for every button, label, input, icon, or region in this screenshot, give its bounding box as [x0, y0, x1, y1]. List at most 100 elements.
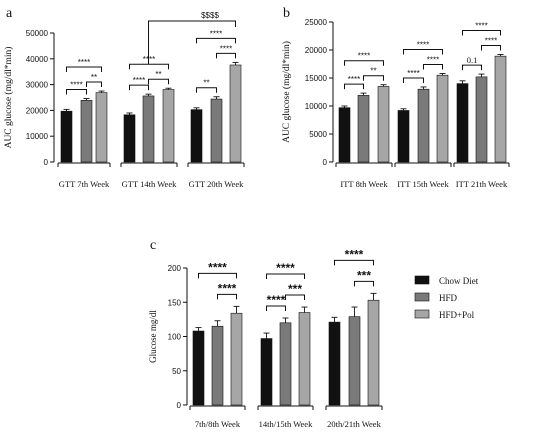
panel-label-c: c — [150, 238, 156, 253]
panel-label-a: a — [6, 6, 13, 21]
y-tick-label: 40000 — [26, 55, 49, 64]
bar — [230, 312, 243, 406]
bar — [475, 76, 488, 163]
x-category-label: ITT 15th Week — [397, 179, 449, 189]
y-tick-label: 20000 — [305, 46, 328, 55]
legend-swatch — [414, 275, 430, 285]
bar — [95, 92, 108, 163]
chart-panel-b: 0 5000 10000 15000 20000 25000 AUC glucose (mg… — [281, 18, 510, 189]
significance-label: *** — [288, 282, 302, 296]
bar — [397, 110, 410, 163]
bar — [298, 312, 311, 406]
bar — [162, 89, 175, 163]
significance-label: *** — [357, 268, 371, 282]
significance-bracket — [198, 272, 237, 279]
bar — [123, 114, 136, 163]
significance-bracket — [129, 63, 169, 70]
significance-bracket — [266, 305, 286, 312]
significance-bracket — [462, 29, 501, 36]
bar — [192, 330, 205, 406]
bar — [210, 98, 223, 163]
legend-label: HFD — [439, 293, 458, 303]
x-category-label: 14th/15th Week — [259, 419, 313, 429]
y-tick-label: 10000 — [305, 102, 328, 111]
y-tick-label: 0 — [323, 158, 328, 167]
significance-label: **** — [407, 69, 419, 78]
bar — [494, 55, 507, 163]
significance-label: **** — [70, 81, 82, 90]
legend-swatch — [414, 309, 430, 319]
significance-bracket — [66, 66, 102, 73]
y-tick-label: 25000 — [305, 18, 328, 27]
y-tick-label: 100 — [168, 333, 182, 342]
significance-bracket — [344, 83, 364, 90]
bar — [142, 95, 155, 163]
x-category-label: ITT 8th Week — [340, 179, 388, 189]
y-axis-title: AUC glucose (mg/dl*min) — [3, 47, 14, 149]
significance-bracket — [216, 52, 236, 59]
y-tick-label: 0 — [177, 401, 182, 410]
significance-label: **** — [276, 261, 295, 275]
significance-label: **** — [210, 29, 222, 38]
panel-label-b: b — [283, 6, 290, 21]
significance-bracket — [196, 87, 217, 93]
y-tick-label: 5000 — [309, 130, 327, 139]
significance-bracket — [129, 84, 149, 91]
significance-bracket — [423, 64, 443, 70]
significance-label: **** — [220, 44, 232, 53]
y-tick-label: 0 — [44, 158, 49, 167]
significance-label: **** — [345, 247, 364, 261]
y-axis-title: AUC glucose (mg/dl*min) — [281, 41, 292, 143]
legend: Chow Diet HFD HFD+Pol — [414, 275, 479, 320]
significance-bracket — [363, 75, 384, 81]
significance-label: **** — [427, 56, 439, 65]
bar — [260, 338, 273, 406]
significance-bracket — [196, 37, 236, 44]
bar — [417, 88, 430, 163]
bar — [190, 109, 203, 163]
significance-label: ** — [155, 70, 161, 79]
y-axis-title: Glucose mg/dl — [148, 310, 158, 363]
y-tick-label: 150 — [168, 298, 182, 307]
bar — [211, 325, 224, 406]
y-tick-label: 10000 — [26, 132, 49, 141]
significance-bracket — [66, 89, 87, 95]
bar — [60, 110, 73, 163]
significance-label: **** — [78, 58, 90, 67]
y-tick-label: 200 — [168, 264, 182, 273]
bar — [279, 322, 292, 406]
y-tick-label: 15000 — [305, 74, 328, 83]
significance-bracket — [266, 273, 305, 280]
cross-group-bracket — [148, 20, 236, 65]
significance-bracket — [354, 280, 374, 287]
y-tick-label: 20000 — [26, 106, 49, 115]
x-category-label: GTT 20th Week — [189, 179, 244, 189]
bar — [338, 107, 351, 163]
legend-label: HFD+Pol — [439, 310, 475, 320]
cross-group-label: $$$$ — [201, 11, 219, 20]
bar — [436, 74, 449, 163]
legend-label: Chow Diet — [439, 276, 479, 286]
bar — [229, 64, 242, 163]
significance-bracket — [344, 60, 384, 66]
significance-bracket — [403, 49, 443, 55]
x-category-label: ITT 21th Week — [456, 179, 508, 189]
significance-bracket — [148, 78, 169, 85]
legend-swatch — [414, 292, 430, 302]
significance-label: **** — [133, 76, 145, 85]
bar — [377, 86, 390, 163]
significance-label: 0.1 — [467, 55, 478, 65]
y-tick-label: 50 — [172, 367, 181, 376]
significance-label: ** — [370, 67, 376, 76]
significance-label: **** — [208, 260, 227, 274]
bar — [357, 95, 370, 163]
x-category-label: GTT 7th Week — [59, 179, 110, 189]
significance-label: **** — [475, 21, 487, 30]
significance-bracket — [217, 293, 237, 300]
significance-label: ** — [203, 79, 209, 88]
significance-label: **** — [348, 75, 360, 84]
significance-label: **** — [267, 293, 286, 307]
significance-label: **** — [417, 41, 429, 50]
x-category-label: 20th/21th Week — [327, 419, 381, 429]
y-tick-label: 30000 — [26, 81, 49, 90]
